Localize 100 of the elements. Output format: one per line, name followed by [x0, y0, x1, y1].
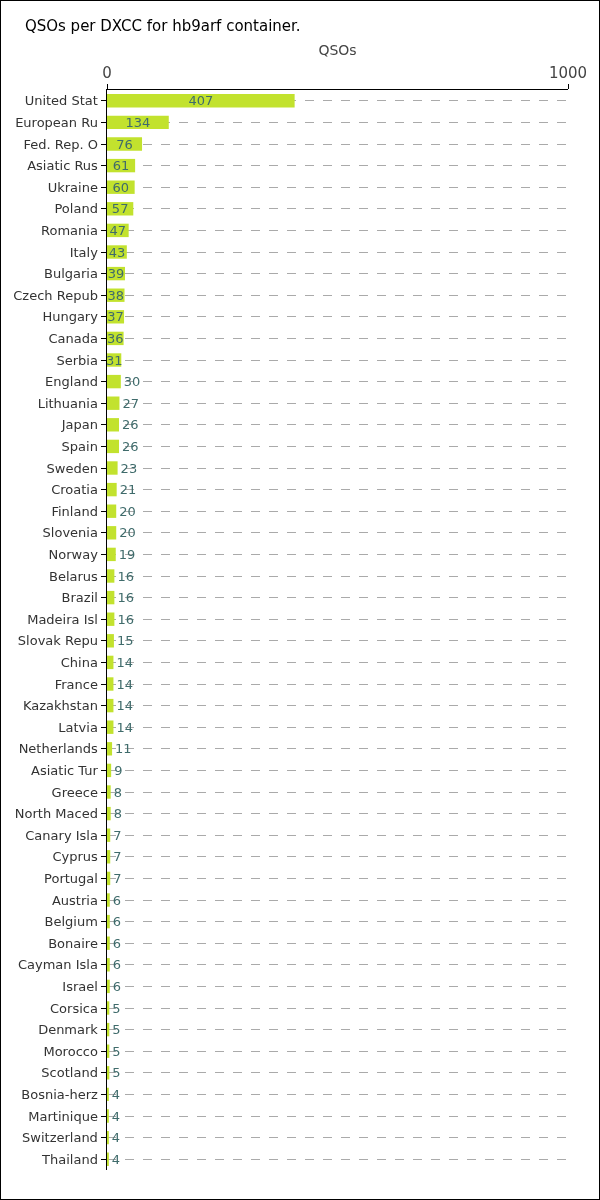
data-label: 5: [112, 1065, 121, 1081]
bar: [107, 655, 114, 670]
data-label: 39: [107, 266, 125, 282]
bar: [107, 979, 110, 994]
data-label: 19: [118, 546, 136, 562]
bar: [107, 914, 110, 929]
data-label: 14: [116, 654, 133, 670]
y-tick-label: Kazakhstan: [22, 698, 98, 714]
y-tick-label: Poland: [54, 201, 98, 217]
data-label: 21: [119, 482, 137, 498]
data-label: 4: [111, 1130, 121, 1146]
data-label: 7: [113, 849, 122, 865]
bar: [107, 439, 119, 454]
y-tick-label: Finland: [51, 503, 98, 519]
bar: [107, 785, 111, 799]
data-label: 61: [112, 158, 130, 174]
data-label: 6: [112, 978, 122, 994]
bar: [107, 958, 110, 972]
data-label: 30: [123, 374, 141, 390]
data-label: 27: [122, 395, 139, 411]
data-label: 11: [115, 741, 132, 757]
y-tick-label: Portugal: [44, 870, 98, 886]
data-label: 6: [112, 914, 122, 930]
bar: [107, 763, 112, 778]
data-label: 5: [112, 1000, 121, 1016]
data-label: 14: [116, 676, 133, 692]
data-label: 5: [112, 1043, 121, 1059]
y-tick-label: Czech Repub: [13, 287, 98, 303]
bar: [107, 547, 116, 562]
data-label: 5: [112, 1022, 121, 1038]
y-tick-label: Belgium: [44, 914, 98, 930]
y-tick-label: England: [45, 374, 98, 390]
y-tick-label: Serbia: [56, 352, 98, 368]
bar: [107, 720, 114, 734]
y-tick-label: Lithuania: [37, 395, 98, 411]
data-label: 26: [121, 417, 139, 433]
data-label: 7: [113, 870, 122, 886]
y-tick-label: Norway: [48, 546, 99, 562]
bar: [107, 94, 295, 108]
x-tick-label: 1000: [548, 63, 588, 82]
data-label: 4: [111, 1108, 121, 1124]
chart-title: QSOs per DXCC for hb9arf container.: [24, 17, 301, 36]
y-tick-label: Sweden: [46, 460, 98, 476]
x-axis-title: QSOs: [318, 42, 357, 59]
y-tick-label: Hungary: [42, 309, 99, 325]
y-tick-label: Israel: [62, 978, 98, 994]
y-tick-label: Martinique: [28, 1108, 98, 1124]
data-label: 6: [112, 892, 122, 908]
y-tick-label: Canada: [48, 330, 98, 346]
bar: [107, 698, 114, 713]
y-tick-label: Croatia: [51, 482, 98, 498]
y-tick-label: Bulgaria: [43, 266, 98, 282]
bar: [107, 1001, 110, 1015]
data-label: 26: [121, 438, 139, 454]
bar: [107, 1066, 110, 1080]
bar: [107, 374, 121, 389]
data-label: 4: [111, 1086, 121, 1102]
data-label: 60: [112, 179, 130, 195]
y-tick-label: Netherlands: [18, 741, 99, 757]
bar: [107, 526, 117, 540]
y-tick-label: Romania: [41, 222, 98, 238]
y-tick-label: Italy: [69, 244, 99, 260]
y-tick-label: United Stat: [24, 93, 98, 109]
bar: [107, 677, 114, 691]
y-tick-label: Asiatic Tur: [31, 762, 99, 778]
data-label: 37: [107, 309, 124, 325]
y-tick-label: Switzerland: [22, 1130, 98, 1146]
data-label: 15: [116, 633, 134, 649]
data-label: 47: [109, 222, 127, 238]
y-tick-label: Morocco: [43, 1043, 98, 1059]
y-tick-label: Cayman Isla: [17, 957, 98, 973]
data-label: 38: [107, 287, 125, 303]
y-tick-label: France: [54, 676, 98, 692]
bar: [107, 482, 117, 497]
y-tick-label: China: [60, 654, 98, 670]
y-tick-label: Latvia: [58, 719, 98, 735]
data-label: 43: [108, 244, 126, 260]
y-tick-label: Asiatic Rus: [27, 158, 99, 174]
bar: [107, 612, 115, 626]
bar: [107, 871, 111, 886]
bar: [107, 850, 111, 864]
y-tick-label: Canary Isla: [25, 827, 98, 843]
y-tick-label: Bonaire: [48, 935, 98, 951]
bar: [107, 396, 120, 410]
data-label: 20: [119, 503, 136, 519]
bar: [107, 418, 119, 432]
bar: [107, 893, 110, 907]
y-tick-label: Slovak Repu: [17, 633, 98, 649]
y-tick-label: North Maced: [14, 806, 98, 822]
bar: [107, 806, 111, 821]
bar: [107, 569, 115, 583]
data-label: 57: [111, 201, 129, 217]
data-label: 20: [119, 525, 136, 541]
bar: [107, 504, 117, 518]
data-label: 6: [112, 957, 122, 973]
bar: [107, 742, 113, 756]
y-tick-label: Brazil: [61, 590, 98, 606]
y-tick-label: Thailand: [41, 1151, 98, 1167]
data-label: 23: [120, 460, 138, 476]
y-tick-label: Scotland: [41, 1065, 98, 1081]
